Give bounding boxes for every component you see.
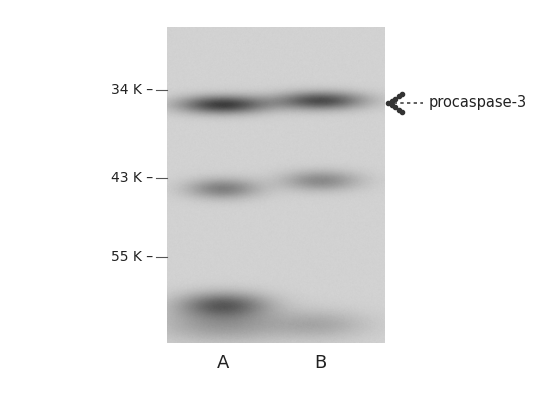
Text: procaspase-3: procaspase-3 xyxy=(429,95,527,111)
Text: B: B xyxy=(314,354,326,372)
Text: 34 K –: 34 K – xyxy=(111,83,153,97)
Text: 55 K –: 55 K – xyxy=(111,250,153,265)
Text: 43 K –: 43 K – xyxy=(111,170,153,185)
Text: A: A xyxy=(217,354,229,372)
